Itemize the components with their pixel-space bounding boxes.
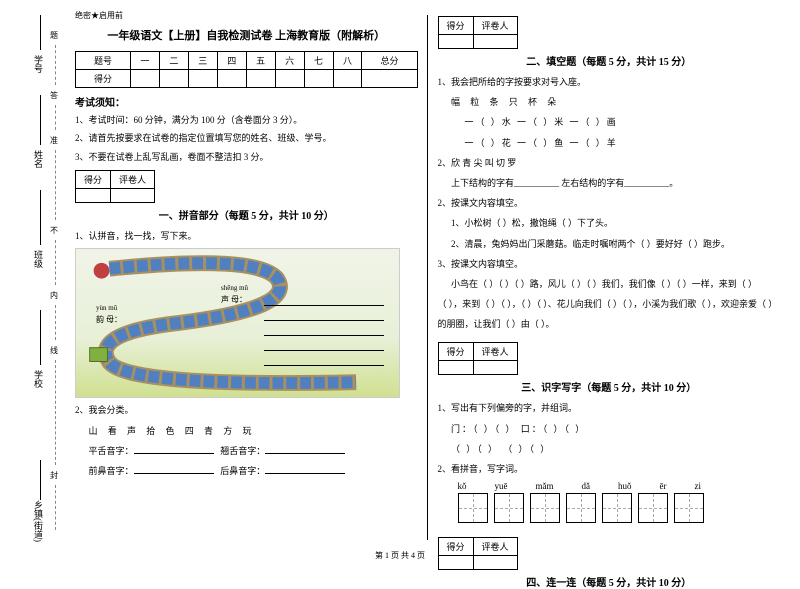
tian-grid — [638, 493, 668, 523]
right-column: 得分评卷人 二、填空题（每题 5 分，共计 15 分） 1、我会把所给的字按要求… — [428, 10, 791, 565]
notice-item: 3、不要在试卷上乱写乱画，卷面不整洁扣 3 分。 — [75, 150, 418, 164]
section-1-title: 一、拼音部分（每题 5 分，共计 10 分） — [75, 207, 418, 222]
grader-label: 评卷人 — [473, 343, 517, 361]
fill-blank-row: （ ），来到（ ）（ ），（ ）（ ）、花儿向我们（ ）（ ），小溪为我们歌（ … — [438, 296, 781, 312]
table-header: 五 — [246, 52, 275, 70]
pinyin-snake-image: yùn mǔ 韵 母： shēng mǔ 声 母： — [75, 248, 400, 398]
gutter-label: 乡镇(街道) — [32, 500, 45, 542]
binding-gutter: 乡镇(街道) 学校 班级 姓名 学号 封 线 内 不 准 答 题 — [0, 0, 60, 565]
fill-blank-row: 一（ ）花 一（ ）鱼 一（ ）羊 — [438, 135, 781, 151]
answer-line: 前鼻音字： 后鼻音字： — [75, 463, 418, 479]
table-header: 四 — [217, 52, 246, 70]
score-summary-table: 题号 一 二 三 四 五 六 七 八 总分 得分 — [75, 51, 418, 88]
gutter-label: 学校 — [32, 370, 45, 388]
section-score-box: 得分评卷人 — [438, 16, 518, 49]
table-header: 题号 — [76, 52, 131, 70]
question-text: 2、看拼音，写字词。 — [438, 461, 781, 477]
page-footer: 第 1 页 共 4 页 — [0, 550, 800, 561]
section-4-title: 四、连一连（每题 5 分，共计 10 分） — [438, 574, 781, 589]
image-label: 韵 母： — [96, 314, 122, 325]
table-header: 三 — [188, 52, 217, 70]
tian-grid — [674, 493, 704, 523]
table-header: 一 — [130, 52, 159, 70]
question-text: 1、我会把所给的字按要求对号入座。 — [438, 74, 781, 90]
question-text: 3、按课文内容填空。 — [438, 256, 781, 272]
cut-mark: 准 — [50, 135, 58, 146]
table-row-label: 得分 — [76, 70, 131, 88]
fill-blank-row: （ ）（ ） （ ）（ ） — [438, 441, 781, 457]
fill-blank-row: 一（ ）水 一（ ）米 一（ ）画 — [438, 114, 781, 130]
char-list: 山 看 声 拾 色 四 青 方 玩 — [75, 423, 418, 439]
gutter-label: 班级 — [32, 250, 45, 268]
tian-grid — [530, 493, 560, 523]
gutter-label: 学号 — [32, 55, 45, 73]
notice-item: 2、请首先按要求在试卷的指定位置填写您的姓名、班级、学号。 — [75, 131, 418, 145]
left-column: 绝密★启用前 一年级语文【上册】自我检测试卷 上海教育版（附解析） 题号 一 二… — [65, 10, 428, 565]
notice-heading: 考试须知： — [75, 94, 418, 109]
cut-mark: 不 — [50, 225, 58, 236]
score-label: 得分 — [76, 171, 111, 189]
section-3-title: 三、识字写字（每题 5 分，共计 10 分） — [438, 379, 781, 394]
section-2-title: 二、填空题（每题 5 分，共计 15 分） — [438, 53, 781, 68]
table-header: 七 — [304, 52, 333, 70]
char-list: 幅 粒 条 只 杯 朵 — [438, 94, 781, 110]
exam-title: 一年级语文【上册】自我检测试卷 上海教育版（附解析） — [75, 27, 418, 43]
confidential-tag: 绝密★启用前 — [75, 10, 418, 21]
fill-blank-row: 门：（ ）（ ） 口：（ ）（ ） — [438, 421, 781, 437]
gutter-label: 姓名 — [32, 150, 45, 168]
grader-label: 评卷人 — [111, 171, 155, 189]
section-score-box: 得分评卷人 — [438, 342, 518, 375]
question-text: 1、写出有下列偏旁的字，并组词。 — [438, 400, 781, 416]
table-header: 八 — [333, 52, 362, 70]
fill-blank-row: 小鸟在（ ）（ ）（ ）路，风儿（ ）（ ）我们，我们像（ ）（ ）一样，来到（… — [438, 276, 781, 292]
question-text: 2、我会分类。 — [75, 402, 418, 418]
score-label: 得分 — [438, 17, 473, 35]
grader-label: 评卷人 — [473, 17, 517, 35]
question-text: 2、按课文内容填空。 — [438, 195, 781, 211]
pinyin-label: shēng mǔ — [221, 284, 248, 292]
table-header: 二 — [159, 52, 188, 70]
image-label: 声 母： — [221, 294, 247, 305]
cut-mark: 内 — [50, 290, 58, 301]
question-text: 1、认拼音，找一找，写下来。 — [75, 228, 418, 244]
pinyin-label: yùn mǔ — [96, 304, 117, 312]
notice-item: 1、考试时间：60 分钟，满分为 100 分（含卷面分 3 分）。 — [75, 113, 418, 127]
table-header: 六 — [275, 52, 304, 70]
fill-blank-row: 1、小松树（ ）松，撒饱绳（ ）下了头。 — [438, 215, 781, 231]
cut-mark: 题 — [50, 30, 58, 41]
fill-blank-row: 的朋圈，让我们（ ）由（ ）。 — [438, 316, 781, 332]
tian-grid — [602, 493, 632, 523]
tian-grid — [494, 493, 524, 523]
answer-line: 平舌音字： 翘舌音字： — [75, 443, 418, 459]
section-score-box: 得分评卷人 — [75, 170, 155, 203]
question-text: 2、欣 青 尖 叫 切 罗 — [438, 155, 781, 171]
writing-grid-row — [458, 493, 781, 523]
cut-mark: 线 — [50, 345, 58, 356]
tian-grid — [458, 493, 488, 523]
fill-blank-row: 上下结构的字有__________ 左右结构的字有__________。 — [438, 175, 781, 191]
pinyin-row: kǒ yuē mǎm dǎ huǒ ēr zi — [458, 481, 781, 491]
score-label: 得分 — [438, 343, 473, 361]
cut-mark: 答 — [50, 90, 58, 101]
cut-mark: 封 — [50, 470, 58, 481]
fill-blank-row: 2、清晨，兔妈妈出门采蘑菇。临走时嘱咐两个（ ）要好好（ ）跑步。 — [438, 236, 781, 252]
tian-grid — [566, 493, 596, 523]
table-header: 总分 — [362, 52, 417, 70]
